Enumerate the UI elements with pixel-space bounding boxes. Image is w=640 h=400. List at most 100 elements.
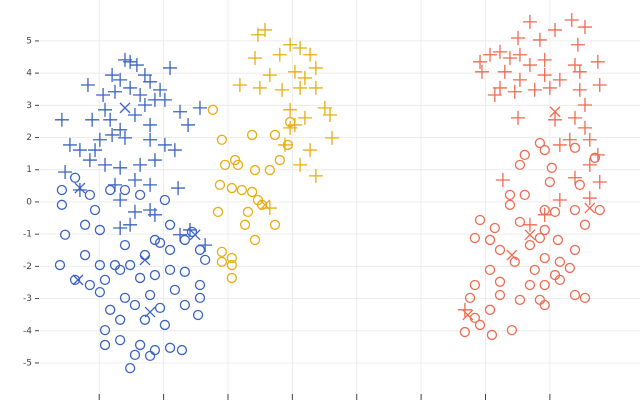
point (56, 199, 68, 210)
point (119, 292, 131, 304)
point (54, 259, 66, 271)
point (297, 110, 312, 125)
point (486, 329, 498, 341)
point (308, 60, 323, 75)
point (474, 214, 486, 226)
point (144, 350, 156, 362)
y-tick-label: -2 (23, 262, 32, 272)
point (149, 344, 161, 356)
point (522, 58, 537, 73)
point (564, 12, 579, 27)
point (259, 199, 271, 211)
point (216, 256, 228, 267)
point (262, 68, 277, 83)
point (143, 74, 158, 89)
point (108, 84, 122, 99)
point (275, 82, 290, 97)
point (297, 70, 312, 85)
point (72, 143, 87, 158)
point (572, 82, 587, 97)
point (577, 120, 592, 135)
point (283, 37, 298, 52)
point (137, 97, 152, 112)
point (147, 153, 162, 168)
point (154, 302, 166, 314)
point (84, 189, 96, 200)
point (149, 234, 161, 246)
point (474, 64, 489, 79)
point (113, 160, 128, 175)
point (109, 259, 121, 271)
point (119, 184, 131, 196)
point (242, 206, 254, 218)
point (226, 252, 237, 264)
point (179, 234, 190, 246)
point (317, 100, 332, 115)
point (74, 182, 86, 194)
point (119, 239, 131, 251)
point (504, 189, 516, 200)
point (579, 292, 591, 304)
point (105, 304, 116, 315)
point (524, 229, 536, 241)
point (469, 279, 481, 291)
point (98, 157, 113, 172)
point (308, 80, 323, 95)
point (522, 217, 537, 232)
point (164, 342, 176, 353)
point (504, 199, 516, 210)
point (277, 137, 292, 152)
point (239, 219, 251, 230)
point (484, 264, 496, 276)
point (569, 244, 581, 256)
point (584, 202, 596, 214)
point (143, 177, 158, 192)
y-tick-label: -3 (23, 294, 32, 304)
point (537, 52, 552, 67)
point (123, 80, 138, 95)
point (232, 78, 247, 93)
point (194, 279, 206, 291)
point (522, 14, 537, 29)
point (89, 204, 101, 216)
point (167, 143, 182, 158)
point (252, 80, 267, 95)
point (119, 102, 131, 114)
point (159, 194, 171, 206)
point (474, 319, 486, 331)
point (502, 50, 517, 65)
point (303, 143, 318, 158)
y-tick-label: 1 (26, 165, 32, 175)
point (473, 54, 488, 69)
point (548, 112, 563, 127)
point (82, 153, 97, 168)
point (113, 72, 128, 87)
point (62, 137, 77, 152)
point (72, 183, 87, 198)
point (577, 20, 592, 35)
series (54, 172, 211, 374)
point (546, 162, 557, 173)
point (554, 256, 565, 267)
point (272, 47, 287, 62)
point (457, 302, 472, 317)
point (324, 130, 339, 145)
point (246, 129, 258, 141)
point (127, 204, 142, 219)
point (549, 206, 561, 218)
point (124, 362, 136, 374)
point (124, 259, 136, 271)
point (514, 159, 526, 171)
point (484, 234, 496, 246)
point (592, 174, 607, 189)
series (459, 137, 605, 341)
point (562, 132, 577, 147)
point (264, 164, 275, 176)
point (105, 127, 120, 142)
y-tick-label: 0 (26, 197, 32, 207)
point (92, 132, 107, 147)
point (163, 60, 178, 75)
series (72, 102, 201, 318)
point (171, 181, 186, 196)
